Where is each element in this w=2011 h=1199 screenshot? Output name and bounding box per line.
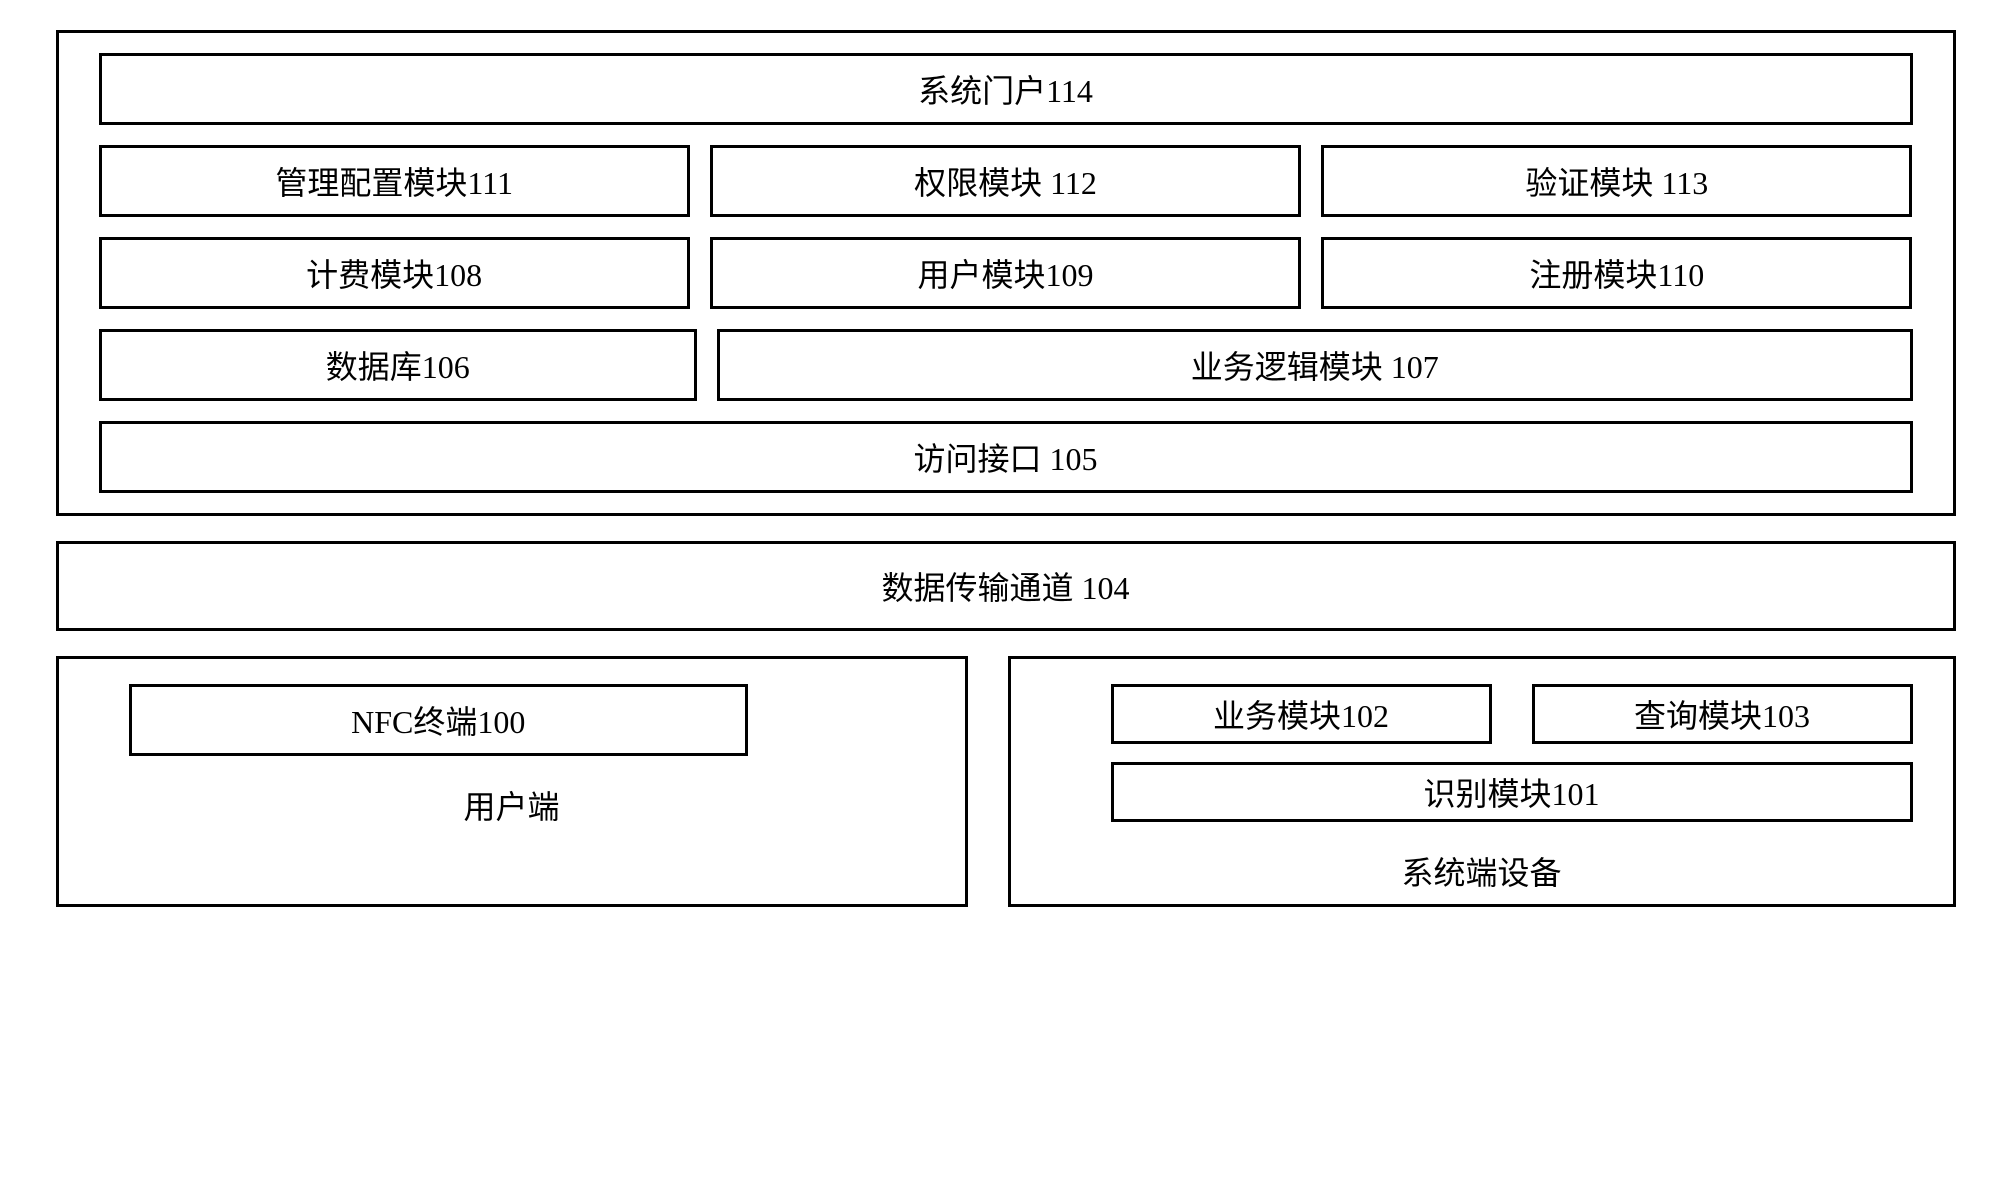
- nfc-terminal: NFC终端100: [129, 684, 749, 756]
- server-row-3: 计费模块108 用户模块109 注册模块110: [99, 237, 1913, 309]
- bottom-row: NFC终端100 用户端 业务模块102 查询模块103 识别模块101 系统端…: [56, 656, 1956, 907]
- billing-module: 计费模块108: [99, 237, 690, 309]
- portal-module: 系统门户114: [99, 53, 1913, 125]
- register-module: 注册模块110: [1321, 237, 1912, 309]
- server-row-2: 管理配置模块111 权限模块 112 验证模块 113: [99, 145, 1913, 217]
- permission-module: 权限模块 112: [710, 145, 1301, 217]
- system-device-container: 业务模块102 查询模块103 识别模块101 系统端设备: [1008, 656, 1956, 907]
- access-interface-module: 访问接口 105: [99, 421, 1913, 493]
- mgmt-config-module: 管理配置模块111: [99, 145, 690, 217]
- verification-module: 验证模块 113: [1321, 145, 1912, 217]
- client-container: NFC终端100 用户端: [56, 656, 968, 907]
- business-logic-module: 业务逻辑模块 107: [717, 329, 1912, 401]
- system-device-label: 系统端设备: [1051, 840, 1913, 894]
- recognition-module: 识别模块101: [1111, 762, 1913, 822]
- client-label: 用户端: [99, 774, 925, 828]
- server-container: 系统门户114 管理配置模块111 权限模块 112 验证模块 113 计费模块…: [56, 30, 1956, 516]
- data-channel: 数据传输通道 104: [56, 541, 1956, 631]
- business-module: 业务模块102: [1111, 684, 1492, 744]
- server-row-4: 数据库106 业务逻辑模块 107: [99, 329, 1913, 401]
- system-row-1: 业务模块102 查询模块103: [1111, 684, 1913, 744]
- query-module: 查询模块103: [1532, 684, 1913, 744]
- architecture-diagram: 系统门户114 管理配置模块111 权限模块 112 验证模块 113 计费模块…: [56, 30, 1956, 907]
- user-module: 用户模块109: [710, 237, 1301, 309]
- database-module: 数据库106: [99, 329, 698, 401]
